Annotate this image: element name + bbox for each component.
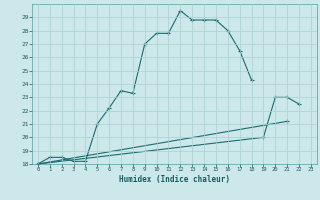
X-axis label: Humidex (Indice chaleur): Humidex (Indice chaleur) [119, 175, 230, 184]
